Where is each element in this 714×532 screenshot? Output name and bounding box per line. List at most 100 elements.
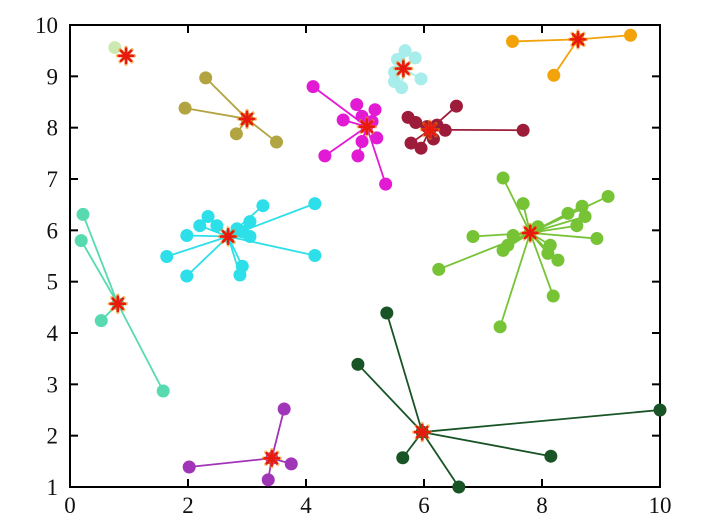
data-point: [180, 228, 194, 242]
data-point: [94, 314, 108, 328]
data-point: [210, 219, 224, 233]
centroid-asterisk-icon: [571, 32, 585, 46]
data-point: [466, 229, 480, 243]
y-tick-label: 5: [47, 270, 59, 295]
data-point: [396, 451, 410, 465]
data-point: [284, 457, 298, 471]
cluster-link: [385, 312, 424, 433]
data-point: [590, 232, 604, 246]
data-point: [390, 52, 404, 66]
data-point: [355, 135, 369, 149]
data-point: [506, 34, 519, 48]
x-tick-label: 8: [536, 493, 548, 518]
data-point: [414, 72, 428, 86]
data-point: [318, 149, 332, 163]
centroid-marker-pale-turquoise: [393, 58, 414, 79]
data-point: [496, 171, 510, 185]
data-point: [277, 402, 291, 416]
centroid-asterisk-icon: [265, 451, 279, 465]
centroid-marker-cyan: [217, 226, 239, 247]
data-point: [308, 248, 322, 262]
y-tick-label: 2: [47, 424, 59, 449]
centroid-marker-yellow-green: [520, 222, 541, 244]
data-point: [351, 357, 365, 371]
data-point: [76, 207, 90, 221]
data-point: [233, 268, 247, 282]
data-point: [351, 149, 365, 163]
data-point: [350, 98, 364, 112]
data-point: [432, 262, 446, 276]
x-tick-label: 6: [418, 493, 430, 518]
cluster-aquamarine: [74, 207, 170, 398]
data-point: [516, 123, 530, 137]
data-point: [506, 228, 520, 242]
data-point: [270, 135, 283, 149]
data-point: [306, 80, 320, 94]
data-point: [496, 243, 510, 257]
data-point: [551, 253, 565, 267]
data-point: [180, 269, 194, 283]
centroid-asterisk-icon: [360, 120, 374, 134]
cluster-link: [529, 232, 555, 297]
data-point: [261, 473, 275, 487]
data-point: [578, 209, 592, 223]
centroid-asterisk-icon: [221, 230, 235, 243]
data-point: [601, 189, 615, 203]
cluster-link: [80, 240, 119, 305]
data-point: [368, 103, 382, 117]
data-point: [193, 219, 207, 233]
data-point: [493, 320, 507, 334]
data-point: [570, 219, 584, 233]
data-point: [379, 177, 393, 191]
cluster-link: [189, 457, 272, 468]
data-point: [156, 384, 170, 398]
data-point: [624, 28, 637, 42]
data-point: [398, 44, 412, 58]
centroid-marker-maroon: [419, 119, 441, 140]
data-point: [201, 209, 215, 223]
cluster-link: [166, 235, 229, 258]
cluster-link: [116, 303, 165, 392]
centroid-marker-aquamarine: [107, 293, 128, 314]
centroid-asterisk-icon: [119, 49, 133, 63]
y-tick-label: 7: [47, 167, 59, 192]
data-point: [74, 234, 88, 248]
data-point: [541, 246, 555, 260]
data-point: [544, 449, 558, 463]
data-point: [178, 101, 192, 115]
cluster-link: [184, 107, 248, 120]
y-tick-label: 10: [35, 13, 58, 38]
centroid-marker-dark-green: [412, 421, 433, 443]
data-point: [243, 215, 257, 229]
x-tick-label: 10: [649, 493, 672, 518]
x-tick-label: 0: [64, 493, 76, 518]
data-point: [243, 229, 257, 243]
cluster-link: [365, 126, 387, 185]
data-point: [438, 123, 452, 137]
data-point: [408, 51, 422, 65]
cluster-magenta: [306, 80, 393, 191]
centroid-asterisk-icon: [523, 226, 537, 240]
centroid-asterisk-icon: [111, 297, 125, 311]
centroid-marker-purple: [261, 448, 282, 469]
centroid-marker-magenta: [356, 116, 377, 137]
data-point: [575, 199, 589, 213]
centroid-marker-olive: [236, 108, 258, 130]
y-tick-label: 6: [47, 218, 59, 243]
data-point: [404, 136, 418, 150]
cluster-link: [499, 232, 532, 328]
data-point: [108, 41, 122, 55]
centroid-marker-orange: [567, 29, 589, 50]
data-point: [449, 99, 463, 113]
data-point: [256, 199, 270, 213]
y-tick-label: 3: [47, 372, 59, 397]
data-point: [653, 403, 667, 417]
data-point: [561, 206, 575, 220]
data-point: [308, 197, 322, 211]
centroid-marker-pale-green: [115, 45, 137, 67]
data-point: [336, 113, 350, 127]
cluster-link: [227, 235, 316, 257]
y-tick-label: 8: [47, 116, 59, 141]
